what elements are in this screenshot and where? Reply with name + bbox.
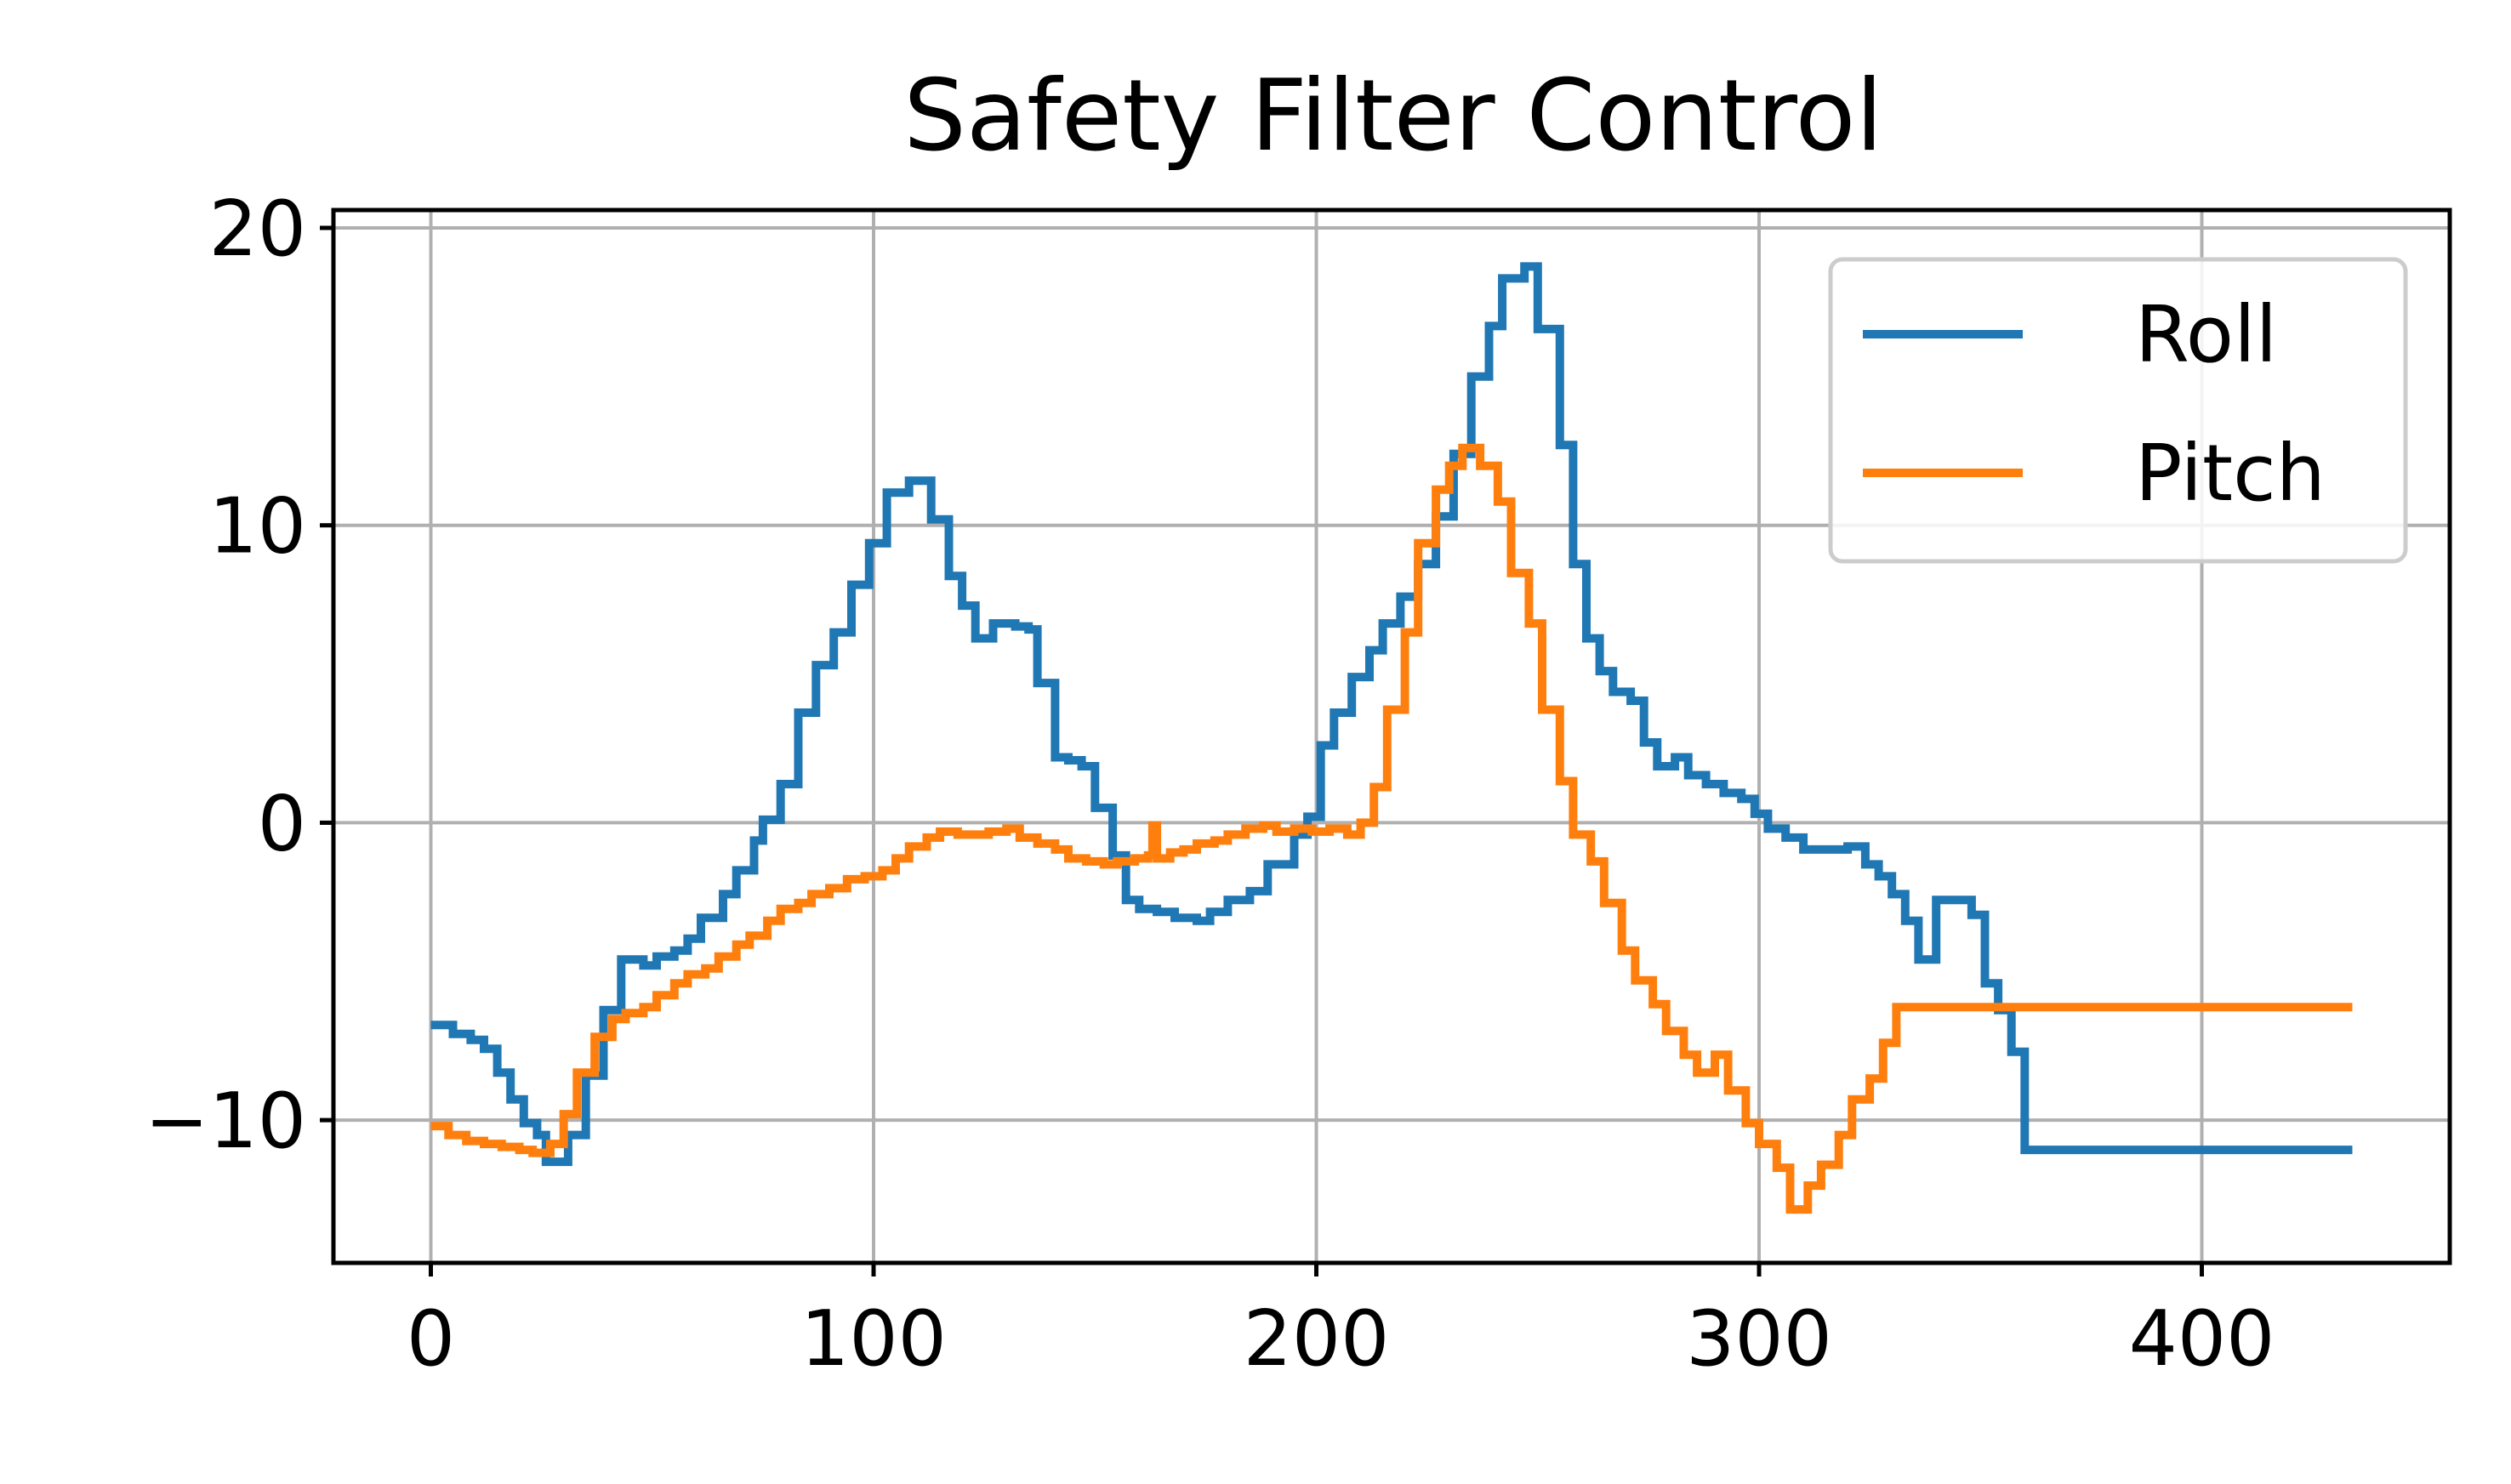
series-line-pitch xyxy=(430,443,2353,1214)
chart-title: Safety Filter Control xyxy=(903,59,1882,173)
legend-label-pitch: Pitch xyxy=(2135,428,2326,519)
legend: Roll Pitch xyxy=(1828,257,2408,564)
x-tick-label: 100 xyxy=(800,1294,947,1384)
x-tick-label: 400 xyxy=(2129,1294,2275,1384)
y-axis: −10 0 10 20 xyxy=(145,185,333,1166)
y-tick-label: 0 xyxy=(258,779,306,868)
plot-frame xyxy=(331,208,2452,1265)
series-line-roll xyxy=(430,262,2353,1167)
y-tick-label: 10 xyxy=(208,482,306,571)
x-tick-label: 0 xyxy=(407,1294,455,1384)
grid xyxy=(333,210,2450,1263)
y-tick-label: −10 xyxy=(145,1077,306,1166)
y-tick-label: 20 xyxy=(208,185,306,274)
legend-label-roll: Roll xyxy=(2135,289,2277,380)
series-group xyxy=(430,262,2353,1214)
x-axis: 0 100 200 300 400 xyxy=(407,1263,2275,1384)
x-tick-label: 200 xyxy=(1244,1294,1390,1384)
x-tick-label: 300 xyxy=(1686,1294,1832,1384)
